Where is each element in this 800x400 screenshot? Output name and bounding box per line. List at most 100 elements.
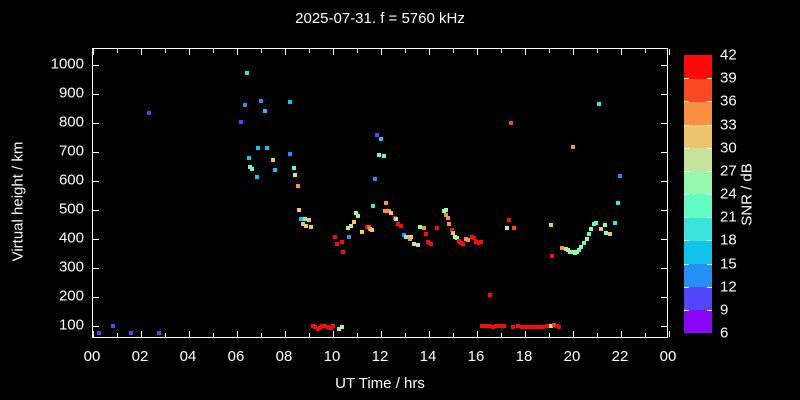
colorbar-tick [684,240,689,242]
data-point [367,227,372,231]
data-point [398,223,403,228]
data-point [523,325,528,330]
x-tick-label: 16 [467,348,485,365]
y-tick [93,181,99,182]
data-point [483,324,488,329]
data-point [243,102,248,107]
colorbar-title: SNR / dB [738,163,756,226]
data-point [597,102,602,107]
x-tick [189,331,190,337]
data-point [598,227,603,231]
x-tick [357,49,358,53]
data-point [444,207,448,212]
x-tick [381,331,382,337]
data-point [301,222,306,227]
x-tick [93,331,94,337]
data-point [530,324,535,329]
colorbar-tick-label: 30 [720,139,737,157]
colorbar-segment [684,55,712,79]
plot-area [92,48,670,338]
data-point [339,239,344,244]
data-point [360,229,364,234]
data-point [273,168,278,173]
y-tick [661,94,667,95]
colorbar-tick-label: 33 [720,116,737,133]
data-point [323,324,328,329]
data-point [255,146,260,151]
data-point [602,222,607,227]
data-point [340,325,345,330]
data-point [418,224,423,229]
colorbar-tick [707,309,712,311]
x-tick [453,333,454,337]
x-tick [261,49,262,53]
data-point [604,230,609,235]
x-tick [429,331,430,337]
data-point [480,323,484,328]
data-point [549,222,554,227]
data-point [340,249,345,254]
colorbar-segment [684,263,712,288]
x-tick [525,49,526,55]
colorbar-tick-label: 9 [720,301,729,319]
data-point [585,236,590,241]
colorbar-tick-label: 24 [720,185,737,203]
data-point [429,242,434,247]
data-point [516,324,521,329]
data-point [157,331,162,336]
colorbar-tick [707,170,712,172]
data-point [479,240,484,245]
x-tick [549,49,550,53]
colorbar-segment [684,309,712,334]
x-tick-label: 04 [179,348,197,365]
data-point [557,325,562,330]
data-point [394,217,399,222]
data-point [377,152,382,157]
data-point [579,245,584,250]
data-point [582,241,587,246]
colorbar-segment [684,124,712,149]
data-point [445,216,450,221]
data-point [476,240,481,245]
data-point [333,234,338,239]
data-point [612,221,617,226]
x-tick [93,49,94,55]
data-point [511,325,516,330]
data-point [381,153,386,158]
data-point [507,218,512,223]
data-point [239,120,244,124]
data-point [295,183,300,188]
colorbar-tick-label: 18 [720,231,737,249]
data-point [147,111,152,116]
data-point [526,325,531,330]
x-tick [645,49,646,53]
data-point [313,325,318,330]
colorbar-tick-label: 21 [720,208,737,226]
data-point [263,108,268,113]
data-point [297,207,302,212]
data-point [245,71,250,76]
colorbar-tick [684,286,689,288]
colorbar-tick [684,124,689,126]
x-tick-label: 02 [131,348,149,365]
data-point [501,324,506,329]
x-tick [381,49,382,55]
data-point [254,174,259,179]
colorbar-segment [684,101,712,125]
data-point [375,133,380,138]
colorbar [684,55,712,334]
y-tick-label: 200 [58,287,84,305]
data-point [494,324,499,329]
data-point [298,217,303,222]
colorbar-tick [707,286,712,288]
data-point [355,213,360,218]
x-tick-label: 20 [563,348,581,365]
colorbar-tick-label: 6 [720,324,729,342]
x-tick [117,49,118,53]
y-tick [661,123,667,124]
colorbar-tick [707,124,712,126]
colorbar-tick [684,101,689,103]
x-tick [573,331,574,337]
y-tick [93,94,99,95]
y-tick-label: 1000 [50,55,84,73]
